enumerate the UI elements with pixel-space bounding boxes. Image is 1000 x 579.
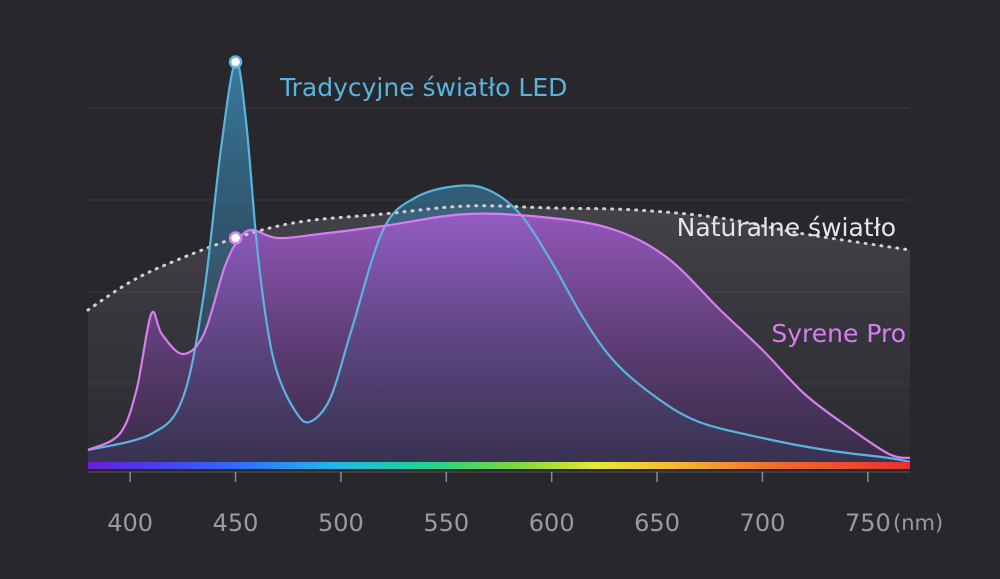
area-syrene bbox=[88, 213, 910, 462]
x-tick-label-700: 700 bbox=[740, 509, 786, 537]
line-led bbox=[87, 60, 911, 464]
x-axis-ticks: 400 450 500 550 600 650 700 750 bbox=[107, 472, 891, 537]
series-label-natural: Naturalne światło bbox=[677, 213, 896, 242]
x-tick-label-750: 750 bbox=[845, 509, 891, 537]
x-tick-label-600: 600 bbox=[529, 509, 575, 537]
x-tick-label-500: 500 bbox=[318, 509, 364, 537]
x-tick-label-450: 450 bbox=[213, 509, 259, 537]
peak-marker-0 bbox=[228, 55, 243, 69]
peak-markers bbox=[228, 55, 243, 245]
x-tick-label-400: 400 bbox=[107, 509, 153, 537]
x-axis-unit: (nm) bbox=[893, 511, 943, 535]
series-lines bbox=[86, 60, 912, 464]
line-syrene bbox=[87, 212, 911, 460]
spectrum-bar bbox=[88, 462, 910, 469]
series-areas bbox=[88, 61, 910, 463]
x-tick-label-650: 650 bbox=[634, 509, 680, 537]
peak-marker-1 bbox=[228, 231, 243, 245]
series-label-led: Tradycyjne światło LED bbox=[279, 73, 567, 102]
series-label-syrene: Syrene Pro bbox=[771, 319, 906, 348]
x-tick-label-550: 550 bbox=[423, 509, 469, 537]
line-natural bbox=[86, 204, 912, 312]
